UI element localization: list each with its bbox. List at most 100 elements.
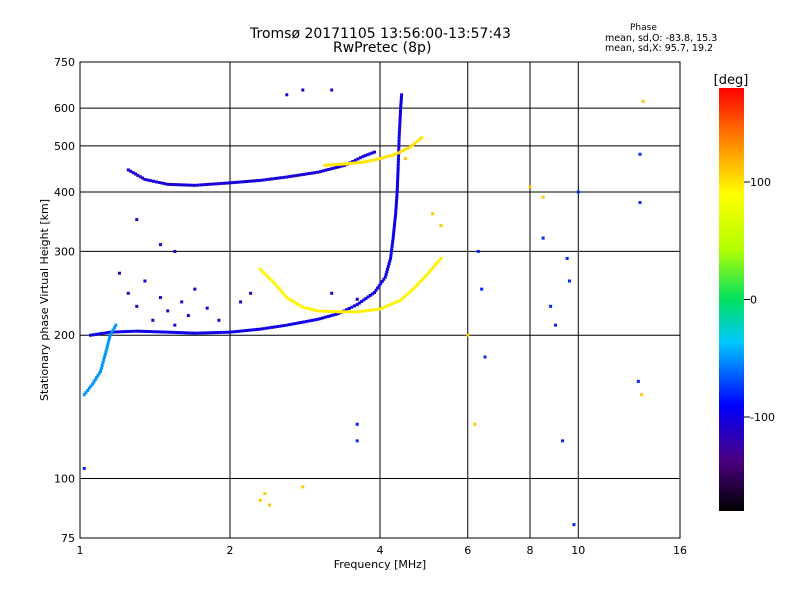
echo-point (413, 141, 417, 145)
echo-point (368, 293, 372, 297)
echo-point (202, 183, 206, 187)
echo-point (331, 313, 335, 317)
echo-point (302, 320, 306, 324)
echo-point (396, 299, 400, 303)
echo-point (258, 498, 262, 502)
echo-point (368, 152, 372, 156)
echo-point (399, 98, 403, 102)
echo-point (398, 109, 402, 113)
echo-point (249, 291, 253, 295)
echo-point (306, 306, 310, 310)
echo-point (97, 332, 101, 336)
colorbar (719, 88, 744, 511)
echo-point (638, 201, 642, 205)
echo-point (380, 279, 384, 283)
echo-point (333, 310, 337, 314)
echo-point (572, 523, 576, 527)
echo-point (396, 174, 400, 178)
echo-point (403, 147, 407, 151)
echo-point (395, 185, 399, 189)
echo-point (95, 376, 99, 380)
echo-point (391, 239, 395, 243)
echo-point (123, 330, 127, 334)
echo-point (387, 262, 391, 266)
echo-point (313, 318, 317, 322)
echo-point (304, 319, 308, 323)
echo-point (202, 331, 206, 335)
echo-point (89, 384, 93, 388)
echo-point (322, 309, 326, 313)
echo-point (301, 485, 305, 489)
echo-point (255, 327, 259, 331)
echo-point (396, 176, 400, 180)
echo-point (334, 312, 338, 316)
echo-point (108, 336, 112, 340)
echo-point (263, 492, 267, 496)
echo-point (299, 173, 303, 177)
echo-point (351, 161, 355, 165)
echo-point (389, 256, 393, 260)
echo-point (205, 306, 209, 310)
echo-point (366, 153, 370, 157)
echo-point (285, 175, 289, 179)
echo-point (301, 305, 305, 309)
echo-point (370, 151, 374, 155)
echo-point (283, 293, 287, 297)
echo-point (393, 300, 397, 304)
echo-point (326, 163, 330, 167)
echo-point (332, 166, 336, 170)
echo-point (89, 333, 93, 337)
chart-title: Tromsø 20171105 13:56:00-13:57:43 (250, 26, 511, 42)
echo-point (219, 181, 223, 185)
echo-point (330, 291, 334, 295)
echo-point (135, 218, 139, 222)
echo-point (163, 330, 167, 334)
echo-point (94, 332, 98, 336)
echo-point (318, 170, 322, 174)
echo-point (190, 183, 194, 187)
echo-point (388, 303, 392, 307)
echo-point (129, 169, 133, 173)
echo-point (641, 99, 645, 103)
echo-point (160, 181, 164, 185)
echo-point (337, 165, 341, 169)
echo-point (151, 179, 155, 183)
echo-point (359, 156, 363, 160)
echo-point (222, 181, 226, 185)
echo-point (344, 308, 348, 312)
echo-point (205, 183, 209, 187)
echo-point (272, 281, 276, 285)
echo-point (391, 153, 395, 157)
echo-point (640, 393, 644, 397)
y-tick-label: 200 (54, 329, 75, 342)
echo-point (398, 127, 402, 131)
echo-point (277, 287, 281, 291)
echo-point (160, 330, 164, 334)
echo-point (355, 297, 359, 301)
echo-point (357, 301, 361, 305)
echo-point (361, 309, 365, 313)
echo-point (166, 182, 170, 186)
echo-point (355, 303, 359, 307)
x-axis-label: Frequency [MHz] (334, 558, 426, 571)
echo-point (428, 269, 432, 273)
echo-point (395, 193, 399, 197)
echo-point (421, 277, 425, 281)
echo-point (366, 295, 370, 299)
echo-point (397, 142, 401, 146)
echo-point (426, 271, 430, 275)
echo-point (157, 330, 161, 334)
echo-point (166, 309, 170, 313)
echo-point (288, 175, 292, 179)
echo-point (395, 187, 399, 191)
echo-point (143, 329, 147, 333)
echo-point (149, 330, 153, 334)
echo-point (350, 310, 354, 314)
echo-point (466, 333, 470, 337)
echo-point (82, 466, 86, 470)
echo-point (553, 323, 557, 327)
echo-point (401, 149, 405, 153)
echo-point (398, 115, 402, 119)
echo-point (187, 331, 191, 335)
echo-point (386, 304, 390, 308)
